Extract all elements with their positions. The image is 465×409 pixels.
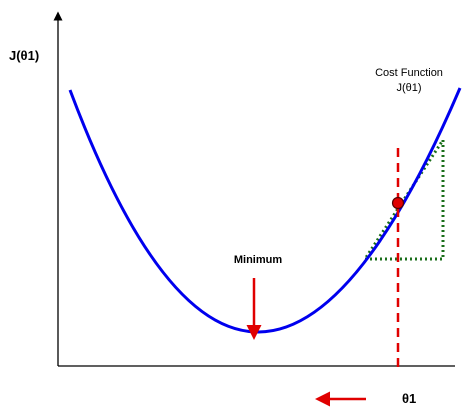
- x-axis-label: θ1: [402, 391, 416, 406]
- cost-function-label-line1: Cost Function: [375, 67, 443, 79]
- cost-function-label-line2: J(θ1): [396, 82, 421, 94]
- minimum-label: Minimum: [234, 254, 282, 266]
- y-axis-label: J(θ1): [9, 48, 39, 63]
- current-point: [393, 198, 404, 209]
- cost-function-curve: [70, 88, 460, 332]
